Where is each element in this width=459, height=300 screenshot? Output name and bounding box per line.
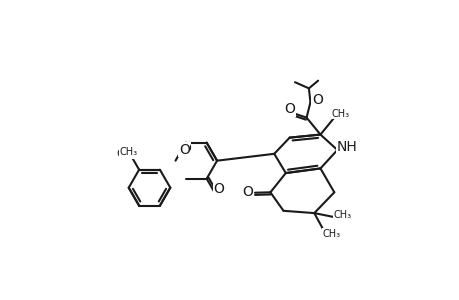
- Text: CH₃: CH₃: [330, 109, 349, 119]
- Text: CH₃: CH₃: [321, 229, 340, 239]
- Text: O: O: [213, 182, 224, 196]
- Text: O: O: [215, 183, 225, 196]
- Text: O: O: [284, 102, 294, 116]
- Text: O: O: [242, 185, 253, 199]
- Text: NH: NH: [336, 140, 356, 154]
- Text: CH₃: CH₃: [119, 147, 137, 157]
- Text: CH₃: CH₃: [333, 210, 351, 220]
- Text: O: O: [180, 142, 190, 155]
- Text: O: O: [179, 142, 190, 157]
- Text: CH₃: CH₃: [116, 149, 135, 159]
- Text: O: O: [311, 93, 322, 107]
